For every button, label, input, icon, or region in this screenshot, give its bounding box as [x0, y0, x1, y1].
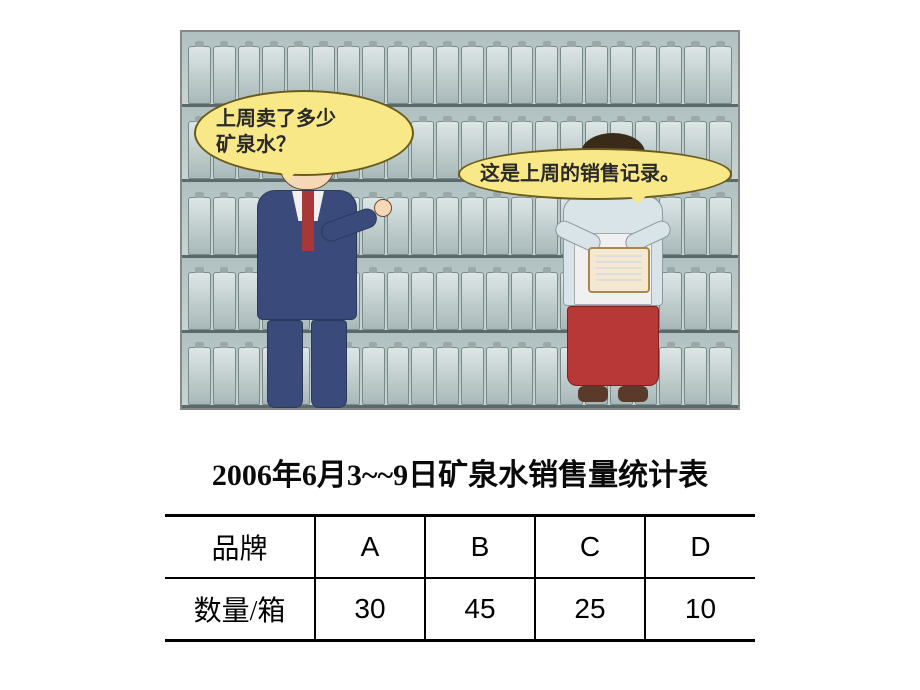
table-title: 2006年6月3~~9日矿泉水销售量统计表: [212, 450, 708, 494]
bottle-icon: [436, 347, 459, 405]
bottle-icon: [461, 347, 484, 405]
bottle-icon: [511, 197, 534, 255]
qty-cell: 45: [425, 578, 535, 641]
table-row: 品牌 A B C D: [165, 516, 755, 579]
bottle-icon: [213, 272, 236, 330]
bottle-icon: [709, 347, 732, 405]
bottle-icon: [461, 46, 484, 104]
bottle-icon: [188, 347, 211, 405]
bottle-icon: [411, 121, 434, 179]
store-illustration: 上周卖了多少矿泉水？ 这是上周的销售记录。: [180, 30, 740, 410]
qty-cell: 10: [645, 578, 755, 641]
brand-cell: A: [315, 516, 425, 579]
bottle-icon: [188, 272, 211, 330]
bottle-icon: [486, 197, 509, 255]
bottle-icon: [188, 46, 211, 104]
bottle-icon: [486, 347, 509, 405]
bottle-icon: [411, 197, 434, 255]
bottle-icon: [511, 272, 534, 330]
bottle-icon: [387, 272, 410, 330]
bottle-icon: [511, 347, 534, 405]
bottle-icon: [411, 46, 434, 104]
qty-cell: 30: [315, 578, 425, 641]
bottle-icon: [560, 46, 583, 104]
bottle-icon: [213, 46, 236, 104]
bottle-icon: [659, 46, 682, 104]
bottle-icon: [387, 347, 410, 405]
brand-cell: D: [645, 516, 755, 579]
bottle-icon: [411, 272, 434, 330]
brand-cell: C: [535, 516, 645, 579]
bottle-icon: [387, 46, 410, 104]
row-header-brand: 品牌: [165, 516, 315, 579]
bottle-icon: [486, 46, 509, 104]
row-header-qty: 数量/箱: [165, 578, 315, 641]
bottle-icon: [461, 197, 484, 255]
bottle-icon: [535, 46, 558, 104]
bottle-icon: [610, 46, 633, 104]
bottle-icon: [436, 46, 459, 104]
bottle-icon: [635, 46, 658, 104]
bottle-icon: [188, 197, 211, 255]
brand-cell: B: [425, 516, 535, 579]
speech-bubble-answer: 这是上周的销售记录。: [458, 148, 732, 200]
bottle-icon: [362, 46, 385, 104]
bottle-icon: [436, 197, 459, 255]
qty-cell: 25: [535, 578, 645, 641]
bubble-left-text: 上周卖了多少矿泉水？: [216, 108, 336, 156]
bottle-icon: [709, 46, 732, 104]
bottle-icon: [411, 347, 434, 405]
bottle-icon: [709, 272, 732, 330]
bubble-right-text: 这是上周的销售记录。: [480, 161, 680, 187]
speech-bubble-question: 上周卖了多少矿泉水？: [194, 90, 414, 176]
bottle-icon: [684, 46, 707, 104]
table-row: 数量/箱 30 45 25 10: [165, 578, 755, 641]
sales-table: 品牌 A B C D 数量/箱 30 45 25 10: [165, 514, 755, 642]
bottle-icon: [709, 197, 732, 255]
bottle-icon: [511, 46, 534, 104]
bottle-icon: [213, 197, 236, 255]
bottle-icon: [585, 46, 608, 104]
bottle-icon: [461, 272, 484, 330]
bottle-icon: [436, 272, 459, 330]
bottle-icon: [213, 347, 236, 405]
clipboard-icon: [588, 247, 650, 293]
bottle-icon: [486, 272, 509, 330]
bottle-icon: [436, 121, 459, 179]
